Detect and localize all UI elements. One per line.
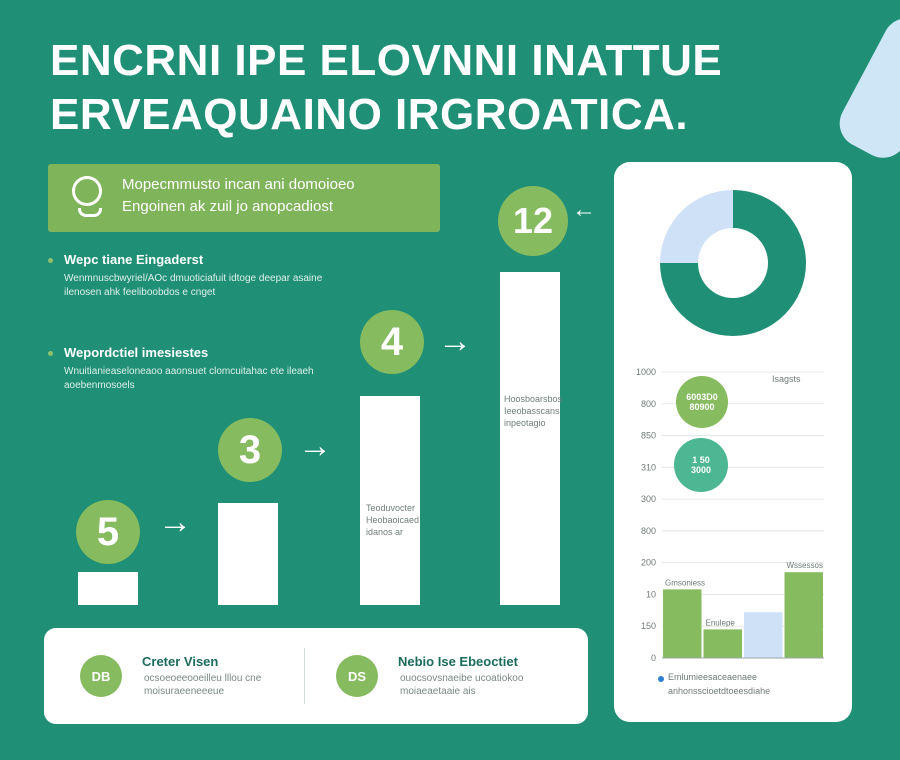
title-line-2: ERVEAQUAINO IRGROATICA. <box>50 90 689 139</box>
bullet-dot <box>48 351 53 356</box>
top-right-label: Isagsts <box>772 374 801 384</box>
bar-3-tag-line-3: idanos ar <box>366 527 404 537</box>
footer-desc-2b: moiaeaetaaie ais <box>400 686 476 697</box>
bar-chart: 1000 800 850 310 300 800 200 10 150 0 Gmsoniess Enu… <box>636 367 824 663</box>
y-tick-label: 800 <box>641 526 656 536</box>
y-tick-label: 200 <box>641 558 656 568</box>
step-badge-4: 12 <box>498 186 568 256</box>
title-line-1: ENCRNI IPE ELOVNNI INATTUE <box>50 36 723 85</box>
bubble-2-line-2: 3000 <box>690 465 712 475</box>
right-panel: Isagsts 1000 800 850 310 300 800 200 10 150 0 Gmso… <box>614 162 852 722</box>
callout-line-1: Mopecmmusto incan ani domoioeo <box>122 176 355 193</box>
lightbulb-icon <box>72 176 102 217</box>
bubble-1: 6003D0 80900 <box>676 376 728 428</box>
legend-swatch <box>658 676 664 682</box>
step-badge-3: 4 <box>360 310 424 374</box>
bubble-1-line-1: 6003D0 <box>686 392 718 402</box>
bar-label: Gmsoniess <box>665 578 705 587</box>
bubble-2-line-1: 1 50 <box>692 455 710 465</box>
bar-3 <box>744 612 783 658</box>
callout-box: Mopecmmusto incan ani domoioeo Engoinen … <box>48 164 440 232</box>
corner-decoration <box>831 9 900 167</box>
footer-title-2: Nebio Ise Ebeoctiet <box>398 654 518 669</box>
donut-chart <box>660 190 806 336</box>
footer-title-1: Creter Visen <box>142 654 219 669</box>
arrow-right-icon: → <box>158 503 192 541</box>
bubble-2: 1 50 3000 <box>674 438 728 492</box>
bar-label: Enulepe <box>706 618 736 627</box>
donut-hole <box>698 228 768 298</box>
y-tick-label: 850 <box>641 431 656 441</box>
arrow-right-icon: → <box>298 427 332 465</box>
y-tick-label: 800 <box>641 399 656 409</box>
step-bar-4 <box>500 272 560 605</box>
arrow-right-icon: → <box>438 322 472 360</box>
bubble-1-line-2: 80900 <box>689 402 715 412</box>
footer-desc-1a: ocsoeoeeooeilleu lllou cne <box>144 673 262 684</box>
y-tick-label: 0 <box>651 653 656 663</box>
y-tick-label: 300 <box>641 494 656 504</box>
footer-badge-1: DB <box>80 655 122 697</box>
bar-3-tag-line-1: Teoduvocter <box>366 503 416 513</box>
bar-3-tag-line-2: Heobaoicaed <box>366 515 420 525</box>
y-tick-label: 310 <box>641 462 656 472</box>
callout-line-2: Engoinen ak zuil jo anopcadiost <box>122 198 333 215</box>
bar-4 <box>784 572 823 658</box>
legend-text-1: Emlumieesaceaenaee <box>668 672 758 682</box>
step-badge-2: 3 <box>218 418 282 482</box>
step-bar-3 <box>360 396 420 605</box>
y-tick-label: 150 <box>641 621 656 631</box>
footer-divider <box>304 648 305 704</box>
bullet-body: Wnuitianieaseloneaoo aaonsuet clomcuitah… <box>64 366 314 391</box>
arrow-left-icon: ← <box>572 196 596 223</box>
y-tick-label: 1000 <box>636 367 656 377</box>
bullet-body: Wenmnuscbwyriel/AOc dmuoticiafuit idtoge… <box>64 273 323 298</box>
footer-desc-2a: ouocsovsnaeibe ucoatiokoo <box>400 673 524 684</box>
y-tick-label: 10 <box>646 589 656 599</box>
bar-4-tag-line-2: Ieeobasscans <box>504 406 560 416</box>
bar-1 <box>663 589 702 658</box>
legend-text-2: anhonsscioetdtoeesdiahe <box>668 686 771 696</box>
bullet-title: Wepordctiel imesiestes <box>64 345 209 360</box>
bar-label: Wssessos <box>787 561 823 570</box>
step-bar-1 <box>78 572 138 605</box>
bullet-dot <box>48 258 53 263</box>
bar-4-tag-line-1: Hoosboarsbos <box>504 394 563 404</box>
footer-card: DB Creter Visen ocsoeoeeooeilleu lllou c… <box>44 628 588 724</box>
bar-4-tag-line-3: inpeotagio <box>504 418 546 428</box>
footer-badge-2: DS <box>336 655 378 697</box>
step-badge-1: 5 <box>76 500 140 564</box>
bullet-title: Wepc tiane Eingaderst <box>64 252 204 267</box>
bar-2 <box>703 629 742 658</box>
step-bar-2 <box>218 503 278 605</box>
footer-desc-1b: moisuraeeneeeue <box>144 686 225 697</box>
